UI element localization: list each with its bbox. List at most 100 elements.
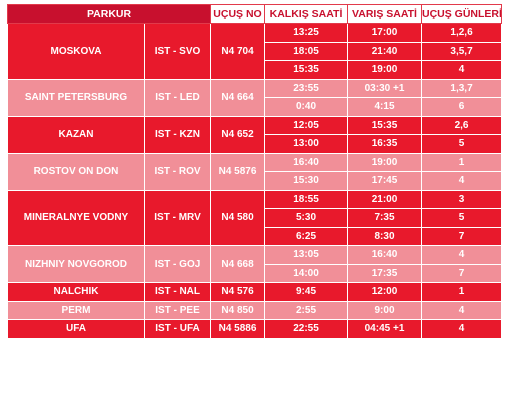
flight-number: N4 652 [210, 115, 266, 154]
flight-number: N4 664 [210, 78, 266, 117]
flight-number: N4 576 [210, 282, 266, 302]
flight-number: N4 704 [210, 23, 266, 80]
header-row: PARKUR UÇUŞ NO KALKIŞ SAATİ VARIŞ SAATİ … [6, 4, 503, 24]
flight-number: N4 668 [210, 245, 266, 283]
arrival-time: 8:30 [347, 226, 423, 246]
departure-time: 16:40 [264, 152, 349, 172]
flight-days: 1,3,7 [421, 78, 503, 98]
table-row: NALCHIK IST - NAL N4 576 9:45 12:00 1 [7, 282, 503, 302]
departure-time: 13:00 [264, 134, 349, 154]
flight-days: 5 [421, 208, 503, 228]
table-row: UFA IST - UFA N4 5886 22:55 04:45 +1 4 [7, 319, 503, 339]
flight-days: 4 [421, 60, 503, 80]
route-code: IST - NAL [143, 282, 212, 302]
table-row: 13:00 16:35 5 [8, 134, 503, 154]
route-city: ROSTOV ON DON [7, 152, 145, 191]
departure-time: 12:05 [264, 115, 349, 135]
header-departure: KALKIŞ SAATİ [264, 4, 349, 24]
route-city: KAZAN [7, 115, 145, 154]
arrival-time: 19:00 [347, 152, 423, 172]
table-row: ROSTOV ON DON IST - ROV N4 5876 16:40 19:00 1 [7, 152, 503, 191]
header-arrival: VARIŞ SAATİ [347, 4, 423, 24]
table-row: 15:30 17:45 4 [8, 171, 503, 191]
flight-days: 1,2,6 [421, 23, 503, 43]
flight-days: 7 [421, 226, 503, 246]
departure-time: 14:00 [264, 263, 349, 283]
flight-number: N4 5886 [210, 319, 266, 339]
arrival-time: 4:15 [347, 97, 423, 117]
header-route: PARKUR [6, 4, 212, 24]
table-row: PERM IST - PEE N4 850 2:55 9:00 4 [7, 300, 503, 320]
flight-schedule: PARKUR UÇUŞ NO KALKIŞ SAATİ VARIŞ SAATİ … [6, 4, 503, 339]
arrival-time: 9:00 [347, 300, 423, 320]
table-body: MOSKOVA IST - SVO N4 704 13:25 17:00 1,2,6 18:… [7, 23, 503, 339]
table-row: 6:25 8:30 7 [8, 226, 503, 246]
flight-days: 2,6 [421, 115, 503, 135]
flight-days: 1 [421, 282, 503, 302]
route-city: PERM [7, 300, 145, 320]
arrival-time: 21:00 [347, 189, 423, 209]
arrival-time: 16:40 [347, 245, 423, 265]
flight-days: 6 [421, 97, 503, 117]
table-row: MINERALNYE VODNY IST - MRV N4 580 18:55 21:0… [7, 189, 503, 246]
flight-number: N4 5876 [210, 152, 266, 191]
departure-time: 13:25 [264, 23, 349, 43]
header-flight-no: UÇUŞ NO [210, 4, 266, 24]
flight-number: N4 580 [210, 189, 266, 246]
departure-time: 5:30 [264, 208, 349, 228]
table-row: 5:30 7:35 5 [8, 208, 503, 228]
route-city: MOSKOVA [7, 23, 145, 80]
flight-number: N4 850 [210, 300, 266, 320]
arrival-time: 03:30 +1 [347, 78, 423, 98]
flight-days: 3 [421, 189, 503, 209]
flight-days: 4 [421, 245, 503, 265]
departure-time: 22:55 [264, 319, 349, 339]
departure-time: 23:55 [264, 78, 349, 98]
arrival-time: 16:35 [347, 134, 423, 154]
departure-time: 15:35 [264, 60, 349, 80]
table-row: 14:00 17:35 7 [8, 263, 503, 283]
table-row: 0:40 4:15 6 [8, 97, 503, 117]
departure-time: 9:45 [264, 282, 349, 302]
route-code: IST - GOJ [143, 245, 212, 283]
arrival-time: 19:00 [347, 60, 423, 80]
table-row: KAZAN IST - KZN N4 652 12:05 15:35 2,6 [7, 115, 503, 154]
departure-time: 2:55 [264, 300, 349, 320]
route-city: UFA [7, 319, 145, 339]
route-city: NIZHNIY NOVGOROD [7, 245, 145, 283]
arrival-time: 15:35 [347, 115, 423, 135]
departure-time: 0:40 [264, 97, 349, 117]
route-code: IST - MRV [143, 189, 212, 246]
table-header: PARKUR UÇUŞ NO KALKIŞ SAATİ VARIŞ SAATİ … [6, 4, 503, 24]
route-code: IST - KZN [143, 115, 212, 154]
schedule-table: PARKUR UÇUŞ NO KALKIŞ SAATİ VARIŞ SAATİ … [6, 4, 503, 339]
flight-days: 5 [421, 134, 503, 154]
arrival-time: 17:00 [347, 23, 423, 43]
route-city: SAINT PETERSBURG [7, 78, 145, 117]
departure-time: 15:30 [264, 171, 349, 191]
table-row: NIZHNIY NOVGOROD IST - GOJ N4 668 13:05 16:4… [7, 245, 503, 283]
route-code: IST - ROV [143, 152, 212, 191]
departure-time: 13:05 [264, 245, 349, 265]
flight-days: 1 [421, 152, 503, 172]
arrival-time: 17:35 [347, 263, 423, 283]
arrival-time: 7:35 [347, 208, 423, 228]
header-days: UÇUŞ GÜNLERİ [421, 4, 503, 24]
flight-days: 7 [421, 263, 503, 283]
flight-days: 3,5,7 [421, 41, 503, 61]
route-code: IST - PEE [143, 300, 212, 320]
flight-days: 4 [421, 300, 503, 320]
route-code: IST - LED [143, 78, 212, 117]
flight-days: 4 [421, 171, 503, 191]
departure-time: 18:55 [264, 189, 349, 209]
departure-time: 6:25 [264, 226, 349, 246]
arrival-time: 21:40 [347, 41, 423, 61]
table-row: MOSKOVA IST - SVO N4 704 13:25 17:00 1,2,6 [7, 23, 503, 80]
arrival-time: 12:00 [347, 282, 423, 302]
arrival-time: 17:45 [347, 171, 423, 191]
flight-days: 4 [421, 319, 503, 339]
route-code: IST - SVO [143, 23, 212, 80]
route-code: IST - UFA [143, 319, 212, 339]
route-city: MINERALNYE VODNY [7, 189, 145, 246]
route-city: NALCHIK [7, 282, 145, 302]
